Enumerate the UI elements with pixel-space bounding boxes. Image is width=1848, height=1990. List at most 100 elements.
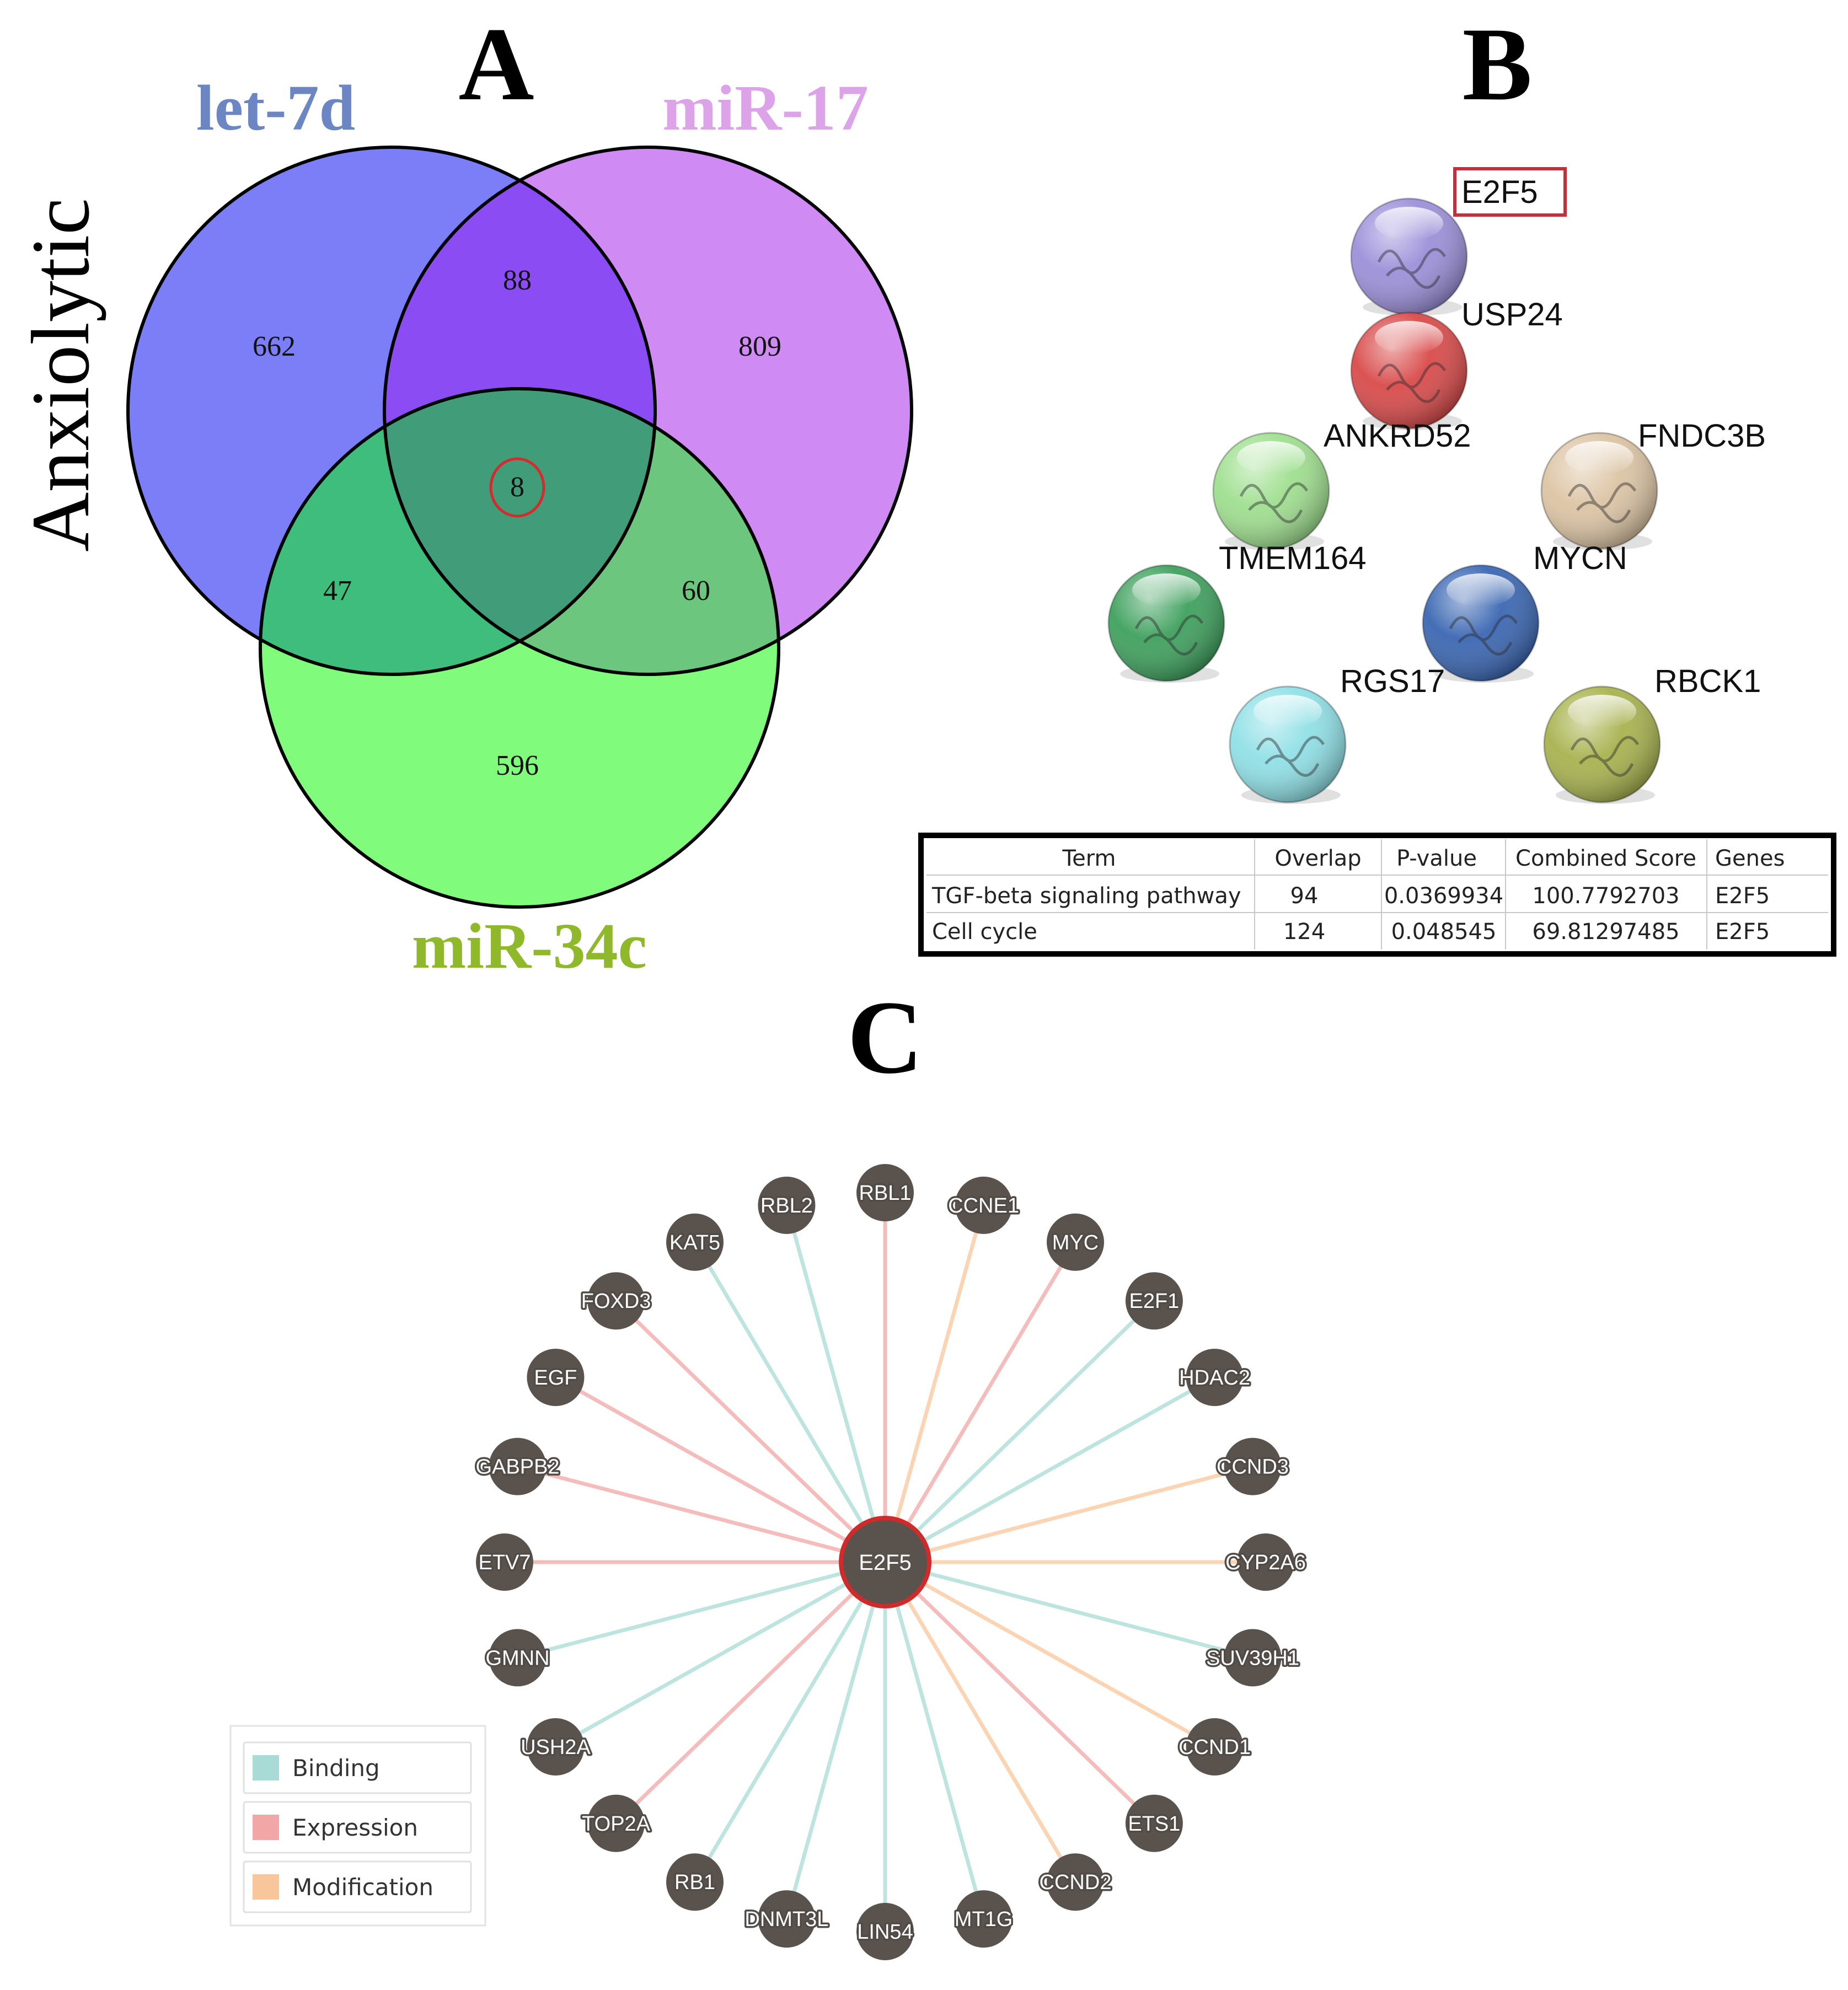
- gene-label: DNMT3L: [744, 1908, 828, 1931]
- gene-node-ccnd2[interactable]: CCND2: [1037, 1853, 1113, 1911]
- table-cell-combined-score: 69.81297485: [1532, 919, 1679, 945]
- table-header-overlap: Overlap: [1274, 846, 1361, 871]
- gene-node-kat5[interactable]: KAT5: [666, 1213, 724, 1271]
- gene-label: EGF: [534, 1366, 577, 1390]
- gene-node-gmnn[interactable]: GMNN: [484, 1629, 551, 1687]
- gene-node-ets1[interactable]: ETS1: [1125, 1794, 1183, 1852]
- string-network: E2F5 USP24 ANKRD52 FNDC3B TMEM164 MYCN RGS17 RB…: [1107, 167, 1766, 804]
- legend-swatch: [253, 1755, 279, 1780]
- protein-label-ankrd52: ANKRD52: [1324, 418, 1471, 454]
- legend-item-expression[interactable]: Expression: [243, 1801, 472, 1854]
- gene-label: CCNE1: [948, 1194, 1019, 1217]
- table-cell-overlap: 94: [1290, 883, 1319, 909]
- gene-node-dnmt3l[interactable]: DNMT3L: [743, 1890, 831, 1948]
- protein-node-rgs17[interactable]: [1229, 685, 1347, 804]
- set-title-mir-17: miR-17: [662, 72, 869, 144]
- protein-node-ankrd52[interactable]: [1212, 432, 1330, 550]
- legend-label: Binding: [292, 1755, 380, 1782]
- panel-c: C RBL1 CCNE1 MYC E2F1 HDAC2 CCND3 CYP2A6 SUV39H…: [229, 980, 1308, 1960]
- venn-count-mir-34c-only: 596: [496, 750, 539, 781]
- gene-node-ccnd3[interactable]: CCND3: [1215, 1437, 1290, 1495]
- edge-egf: [554, 1375, 886, 1564]
- protein-node-rbck1[interactable]: [1543, 685, 1661, 804]
- edge-rbl2: [785, 1204, 887, 1563]
- protein-label-mycn: MYCN: [1533, 540, 1627, 576]
- panel-a: A Anxiolytic let-7d miR-17 miR-34c 662 8…: [15, 7, 913, 982]
- venn-count-mir-17-only: 809: [738, 331, 781, 362]
- gene-label: TOP2A: [582, 1812, 651, 1836]
- gene-node-myc[interactable]: MYC: [1047, 1213, 1104, 1271]
- table-header-combined-score: Combined Score: [1515, 846, 1696, 871]
- protein-node-usp24[interactable]: [1350, 312, 1468, 430]
- gene-label: MYC: [1052, 1231, 1099, 1254]
- gene-label: CCND3: [1217, 1456, 1289, 1479]
- protein-node-tmem164[interactable]: [1107, 564, 1225, 683]
- gene-label: SUV39H1: [1206, 1646, 1299, 1670]
- gene-node-lin54[interactable]: LIN54: [855, 1903, 915, 1960]
- gene-node-rb1[interactable]: RB1: [666, 1853, 724, 1911]
- gene-node-suv39h1[interactable]: SUV39H1: [1204, 1629, 1301, 1687]
- edge-mt1g: [883, 1562, 985, 1920]
- protein-highlight-box: [1453, 167, 1567, 217]
- hub-label: E2F5: [859, 1551, 912, 1575]
- gene-node-rbl2[interactable]: RBL2: [758, 1176, 816, 1234]
- protein-node-fndc3b[interactable]: [1540, 432, 1658, 550]
- table-cell-term: Cell cycle: [932, 919, 1037, 945]
- gene-node-foxd3[interactable]: FOXD3: [579, 1272, 653, 1330]
- gene-label: ETS1: [1128, 1812, 1180, 1836]
- protein-label-e2f5: E2F5: [1461, 174, 1538, 210]
- edge-ccnd1: [884, 1560, 1216, 1749]
- gene-node-mt1g[interactable]: MT1G: [952, 1890, 1015, 1948]
- gene-node-top2a[interactable]: TOP2A: [580, 1794, 652, 1852]
- gene-node-hdac2[interactable]: HDAC2: [1177, 1349, 1252, 1406]
- edge-dnmt3l: [785, 1562, 887, 1920]
- gene-label: RB1: [674, 1871, 715, 1894]
- legend-swatch: [253, 1815, 279, 1840]
- hub-node-e2f5[interactable]: [839, 1516, 931, 1608]
- network-edges: [505, 1193, 1266, 1932]
- legend-item-binding[interactable]: Binding: [243, 1741, 472, 1794]
- table-header-genes: Genes: [1715, 846, 1785, 871]
- gene-label: GABPB2: [475, 1456, 559, 1479]
- panel-letter-c: C: [847, 980, 923, 1096]
- legend-swatch: [253, 1874, 279, 1900]
- table-cell-overlap: 124: [1283, 919, 1325, 945]
- gene-node-etv7[interactable]: ETV7: [476, 1533, 533, 1591]
- table-header-p-value: P-value: [1396, 846, 1477, 871]
- panel-letter-b: B: [1463, 7, 1533, 122]
- enrichment-table: Term Overlap P-value Combined Score Gene…: [918, 833, 1836, 957]
- edge-top2a: [614, 1560, 887, 1825]
- protein-label-tmem164: TMEM164: [1219, 540, 1367, 576]
- edge-kat5: [693, 1241, 887, 1563]
- gene-label: CCND2: [1040, 1871, 1112, 1894]
- gene-label: RBL1: [859, 1182, 911, 1205]
- interaction-legend: Binding Expression Modification: [229, 1725, 486, 1927]
- gene-node-ush2a[interactable]: USH2A: [519, 1718, 593, 1776]
- gene-node-ccnd1[interactable]: CCND1: [1177, 1718, 1253, 1776]
- protein-node-mycn[interactable]: [1422, 564, 1540, 683]
- edge-ccnd2: [883, 1561, 1078, 1884]
- protein-node-e2f5[interactable]: [1350, 197, 1468, 316]
- venn-count-mir-17-mir-34c: 60: [682, 575, 710, 607]
- gene-node-ccne1[interactable]: CCNE1: [946, 1176, 1021, 1234]
- venn-count-all-three: 8: [510, 471, 524, 503]
- legend-label: Expression: [292, 1814, 418, 1841]
- gene-node-e2f1[interactable]: E2F1: [1125, 1272, 1183, 1330]
- gene-label: MT1G: [955, 1908, 1013, 1931]
- panel-b: B E2F5 USP24 ANKRD52 FNDC3B TMEM164 MYCN RGS17…: [918, 7, 1836, 957]
- gene-node-rbl1[interactable]: RBL1: [856, 1164, 914, 1221]
- gene-label: LIN54: [857, 1921, 913, 1944]
- edge-ccne1: [883, 1204, 985, 1563]
- gene-node-gabpb2[interactable]: GABPB2: [474, 1437, 561, 1495]
- network-nodes: RBL1 CCNE1 MYC E2F1 HDAC2 CCND3 CYP2A6 SUV39H1 C…: [474, 1164, 1308, 1960]
- gene-node-egf[interactable]: EGF: [527, 1349, 585, 1406]
- gene-label: CCND1: [1179, 1736, 1251, 1759]
- network-hub[interactable]: E2F5: [839, 1516, 931, 1608]
- edge-ccnd3: [885, 1465, 1254, 1564]
- venn-outlines: [126, 146, 913, 909]
- venn-side-label: Anxiolytic: [15, 198, 106, 552]
- gene-node-cyp2a6[interactable]: CYP2A6: [1224, 1533, 1308, 1591]
- edge-ush2a: [554, 1560, 886, 1749]
- legend-item-modification[interactable]: Modification: [243, 1860, 472, 1913]
